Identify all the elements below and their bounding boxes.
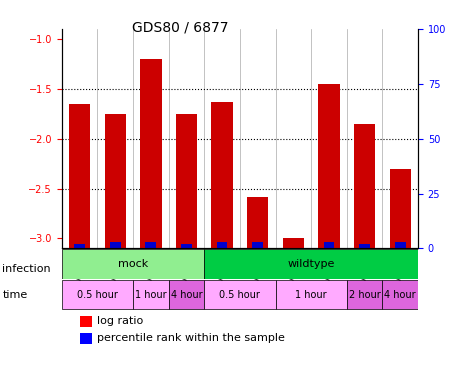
Bar bbox=[354, 124, 375, 249]
FancyBboxPatch shape bbox=[204, 280, 276, 309]
Text: 1 hour: 1 hour bbox=[295, 290, 327, 300]
Text: time: time bbox=[2, 290, 28, 300]
Bar bbox=[110, 242, 121, 249]
Text: percentile rank within the sample: percentile rank within the sample bbox=[97, 333, 285, 343]
FancyBboxPatch shape bbox=[276, 280, 347, 309]
Text: 1 hour: 1 hour bbox=[135, 290, 167, 300]
Text: mock: mock bbox=[118, 259, 148, 269]
Bar bbox=[140, 59, 162, 249]
Text: 0.5 hour: 0.5 hour bbox=[77, 290, 118, 300]
FancyBboxPatch shape bbox=[62, 249, 204, 279]
FancyBboxPatch shape bbox=[133, 280, 169, 309]
Bar bbox=[176, 114, 197, 249]
FancyBboxPatch shape bbox=[204, 249, 418, 279]
Text: log ratio: log ratio bbox=[97, 316, 143, 326]
Bar bbox=[359, 244, 370, 249]
Text: 0.5 hour: 0.5 hour bbox=[219, 290, 260, 300]
Text: GDS80 / 6877: GDS80 / 6877 bbox=[132, 20, 229, 34]
Bar bbox=[80, 316, 92, 327]
Bar bbox=[69, 104, 90, 249]
Bar bbox=[145, 242, 156, 249]
FancyBboxPatch shape bbox=[62, 280, 133, 309]
Text: 4 hour: 4 hour bbox=[384, 290, 416, 300]
Text: 4 hour: 4 hour bbox=[171, 290, 202, 300]
Bar bbox=[395, 242, 406, 249]
Text: infection: infection bbox=[2, 264, 51, 274]
Bar bbox=[283, 238, 304, 249]
Bar bbox=[211, 102, 233, 249]
Bar bbox=[104, 114, 126, 249]
Bar bbox=[318, 84, 340, 249]
Bar bbox=[217, 242, 228, 249]
Bar bbox=[80, 333, 92, 344]
Bar bbox=[247, 197, 268, 249]
FancyBboxPatch shape bbox=[347, 280, 382, 309]
FancyBboxPatch shape bbox=[382, 280, 418, 309]
Bar bbox=[181, 244, 192, 249]
Bar bbox=[252, 242, 263, 249]
Bar bbox=[390, 169, 411, 249]
Text: 2 hour: 2 hour bbox=[349, 290, 380, 300]
Bar bbox=[74, 244, 85, 249]
FancyBboxPatch shape bbox=[169, 280, 204, 309]
Bar bbox=[323, 242, 334, 249]
Text: wildtype: wildtype bbox=[287, 259, 335, 269]
